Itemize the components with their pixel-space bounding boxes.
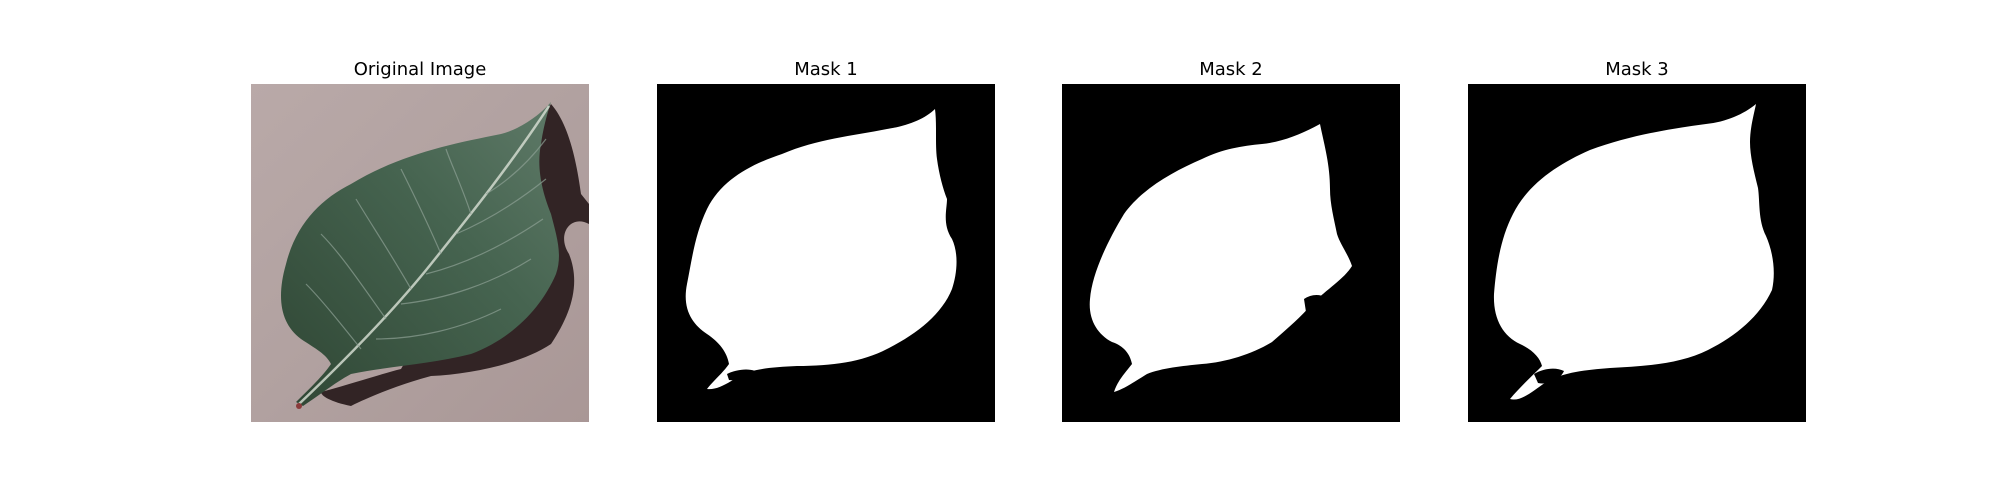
leaf-photo [251, 84, 589, 422]
leaf-stem-tip [296, 403, 302, 409]
mask-2-image [1062, 84, 1400, 422]
panel-title: Mask 2 [1062, 55, 1400, 85]
mask-1-image [657, 84, 995, 422]
panel-title: Mask 1 [657, 55, 995, 85]
panel-mask-3: Mask 3 [1468, 55, 1806, 85]
panel-mask-1: Mask 1 [657, 55, 995, 85]
panel-mask-2: Mask 2 [1062, 55, 1400, 85]
panel-title: Original Image [251, 55, 589, 85]
mask-3-image [1468, 84, 1806, 422]
panel-title: Mask 3 [1468, 55, 1806, 85]
mask-speck [1279, 185, 1282, 188]
panel-original-image: Original Image [251, 55, 589, 85]
